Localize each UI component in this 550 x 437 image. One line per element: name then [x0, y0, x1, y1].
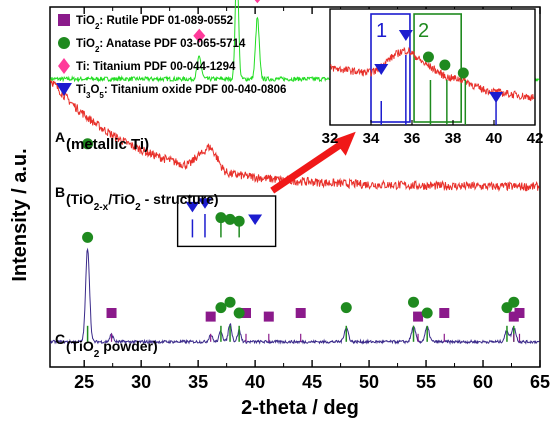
anatase-marker	[340, 302, 352, 314]
series-a-letter: A	[55, 129, 65, 145]
inset-x-tick-label: 38	[445, 130, 462, 147]
rutile-marker	[439, 308, 450, 318]
rutile-marker	[508, 311, 519, 322]
inset-region-1-box	[370, 13, 411, 123]
x-tick-label: 45	[302, 372, 322, 392]
anatase-marker	[408, 296, 420, 308]
anatase-marker	[224, 296, 236, 308]
anatase-marker	[508, 296, 520, 308]
x-tick-label: 60	[473, 372, 493, 392]
legend-square-icon	[58, 14, 70, 26]
inset-panel: 1 2 32 34 36 38 40 42	[322, 8, 544, 147]
x-tick-label: 25	[74, 372, 94, 392]
inset-anatase-marker	[439, 59, 451, 71]
inset-region-2-label: 2	[418, 20, 429, 42]
inset-anatase-marker	[422, 51, 434, 63]
legend-circle-icon	[58, 37, 70, 49]
legend-diamond-icon	[58, 58, 70, 74]
legend-triangle-icon	[56, 83, 72, 96]
plot-frame	[49, 6, 541, 368]
series-a-label: (metallic Ti)	[66, 136, 149, 153]
legend-entry-label: Ti: Titanium PDF 00-044-1294	[76, 61, 236, 73]
inset-ti3o5-marker	[374, 64, 389, 75]
rutile-marker	[514, 308, 525, 318]
ti3o5-marker	[197, 198, 212, 209]
rutile-marker	[413, 311, 424, 322]
rutile-marker	[205, 311, 216, 322]
ti3o5-marker	[185, 201, 200, 213]
anatase-marker	[82, 231, 94, 243]
series-c-label: (TiO2 powder)	[66, 338, 158, 360]
x-axis: 25 30 35 40 45 50 55 60 65	[74, 7, 550, 392]
legend-entry-label: Ti3O5: Titanium oxide PDF 00-040-0806	[76, 84, 286, 100]
x-axis-title: 2-theta / deg	[241, 397, 359, 419]
series-c-letter: C	[55, 331, 65, 347]
series-labels: A (metallic Ti) B (TiO2-x/TiO2 - structure)…	[55, 129, 219, 360]
legend-entry-label: TiO2: Anatase PDF 03-065-5714	[76, 38, 246, 54]
x-tick-label: 35	[188, 372, 208, 392]
anatase-marker-b	[215, 212, 227, 224]
inset-anatase-marker	[457, 67, 469, 79]
titanium-marker	[193, 28, 206, 43]
rutile-marker	[263, 311, 274, 322]
plot-border	[49, 6, 541, 368]
anatase-marker	[233, 307, 245, 319]
inset-x-tick-label: 40	[486, 130, 503, 147]
rutile-marker	[106, 308, 117, 318]
x-tick-label: 30	[131, 372, 151, 392]
x-tick-label: 40	[245, 372, 265, 392]
anatase-marker-b	[224, 213, 236, 225]
series-line	[50, 79, 540, 192]
x-tick-label: 50	[359, 372, 379, 392]
anatase-marker	[215, 302, 227, 314]
legend: TiO2: Rutile PDF 01-089-0552 TiO2: Anatas…	[56, 14, 286, 100]
inset-region-1-label: 1	[376, 20, 387, 42]
zoom-arrow	[270, 140, 344, 194]
y-axis-title: Intensity / a.u.	[9, 148, 31, 281]
ti3o5-marker	[248, 214, 263, 225]
anatase-marker-b	[233, 215, 245, 227]
inset-ti3o5-marker	[398, 30, 413, 41]
rutile-marker	[241, 308, 251, 318]
series-line	[50, 247, 540, 345]
inset-x-tick-label: 34	[363, 130, 380, 147]
legend-entry-label: TiO2: Rutile PDF 01-089-0552	[76, 15, 233, 31]
titanium-marker	[254, 0, 261, 4]
inset-x-tick-label: 36	[404, 130, 421, 147]
x-tick-label: 55	[416, 372, 436, 392]
anatase-marker	[421, 307, 433, 319]
rutile-marker	[295, 308, 306, 318]
x-tick-label: 65	[530, 372, 550, 392]
series-b-label: (TiO2-x/TiO2 - structure)	[66, 191, 219, 213]
inset-series-line	[329, 46, 535, 102]
anatase-marker-b	[82, 138, 94, 150]
zoom-arrow-head	[333, 131, 356, 156]
inset-x-tick-label: 32	[322, 130, 339, 147]
inset-x-tick-label: 42	[527, 130, 544, 147]
inset-ti3o5-marker	[489, 92, 504, 103]
zoom-region-box	[176, 195, 277, 248]
series-b-letter: B	[55, 184, 65, 200]
